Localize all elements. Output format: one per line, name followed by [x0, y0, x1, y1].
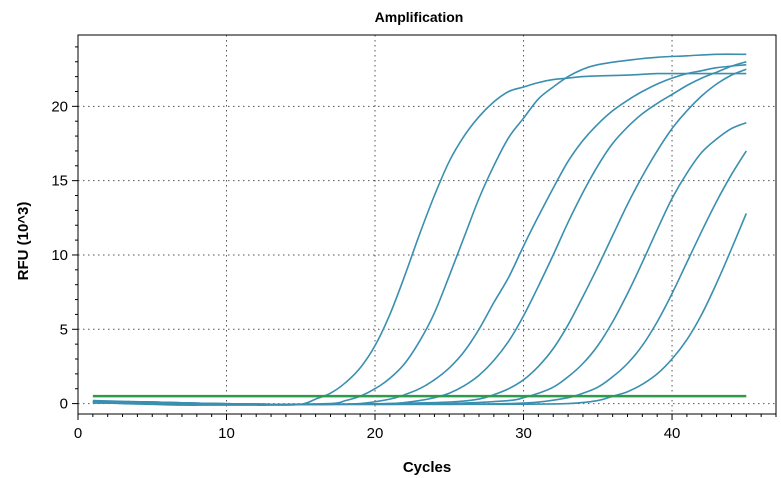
amplification-curve [92, 72, 747, 406]
y-tick-label: 0 [60, 396, 68, 413]
amplification-curves [92, 53, 748, 406]
y-axis-label: RFU (10^3) [15, 202, 32, 281]
x-tick-label: 0 [74, 425, 82, 442]
x-tick-label: 20 [367, 425, 384, 442]
x-axis-label: Cycles [403, 459, 451, 476]
x-tick-label: 10 [218, 425, 235, 442]
chart-title: Amplification [375, 9, 464, 25]
x-tick-label: 40 [664, 425, 681, 442]
axis-ticks: 0 10 20 30 40 0 5 10 15 20 [51, 46, 777, 442]
plot-frame [77, 34, 777, 415]
y-tick-label: 15 [51, 173, 68, 190]
amplification-curve [92, 68, 747, 406]
y-tick-label: 20 [51, 98, 68, 115]
grid [78, 35, 776, 414]
amplification-curve [92, 150, 747, 406]
x-tick-label: 30 [515, 425, 532, 442]
y-tick-label: 5 [60, 321, 68, 338]
y-tick-label: 10 [51, 247, 68, 264]
amplification-curve [92, 53, 747, 406]
amplification-curve [92, 213, 748, 406]
